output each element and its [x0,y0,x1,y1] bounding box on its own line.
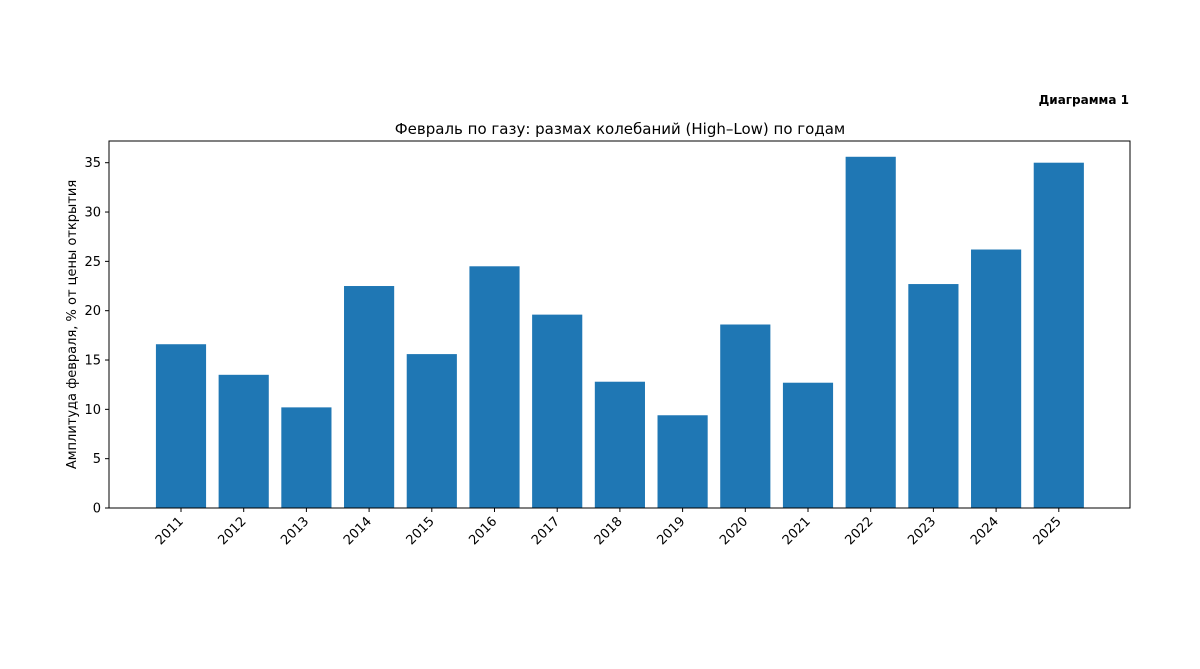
bar-2014 [344,286,395,508]
y-tick-label: 0 [93,502,101,517]
bar-2025 [1033,162,1084,508]
y-tick-label: 25 [84,255,101,270]
x-axis: 2011 2012 2013 2014 2015 2016 2017 2018 2019 2020… [153,508,1065,548]
x-tick-label: 2019 [654,514,688,548]
bars-group [155,156,1084,508]
bar-2013 [281,407,332,508]
y-axis-label: Амплитуда февраля, % от цены открытия [65,180,80,469]
plot-frame [108,140,1131,509]
bar-2015 [406,354,457,508]
y-axis: 0 5 10 15 20 25 30 35 [84,156,109,517]
bar-2024 [971,249,1022,508]
bar-2023 [908,284,959,508]
bar-2012 [218,374,269,508]
x-tick-label: 2015 [404,514,438,548]
bar-2020 [720,324,771,508]
x-tick-label: 2025 [1031,514,1065,548]
bar-2016 [469,266,520,508]
y-tick-label: 15 [84,354,101,369]
bar-2019 [657,415,708,508]
bar-2011 [155,344,207,508]
y-tick-label: 10 [84,403,101,418]
bar-2018 [594,381,645,508]
chart-title: Февраль по газу: размах колебаний (High–… [395,120,845,138]
y-tick-label: 35 [84,156,101,171]
y-tick-label: 5 [93,452,101,467]
x-tick-label: 2011 [153,514,187,548]
bar-2017 [532,314,583,508]
x-tick-label: 2012 [216,514,250,548]
x-tick-label: 2014 [341,514,375,548]
x-tick-label: 2023 [905,514,939,548]
bar-2022 [845,156,896,508]
x-tick-label: 2018 [592,514,626,548]
x-tick-label: 2022 [843,514,877,548]
x-tick-label: 2020 [717,514,751,548]
y-tick-label: 30 [84,206,101,221]
x-tick-label: 2024 [968,514,1002,548]
bar-2021 [782,382,834,508]
y-tick-label: 20 [84,304,101,319]
figure-caption: Диаграмма 1 [1039,93,1129,107]
x-tick-label: 2017 [529,514,563,548]
x-tick-label: 2021 [780,514,814,548]
x-tick-label: 2016 [466,514,500,548]
x-tick-label: 2013 [278,514,312,548]
